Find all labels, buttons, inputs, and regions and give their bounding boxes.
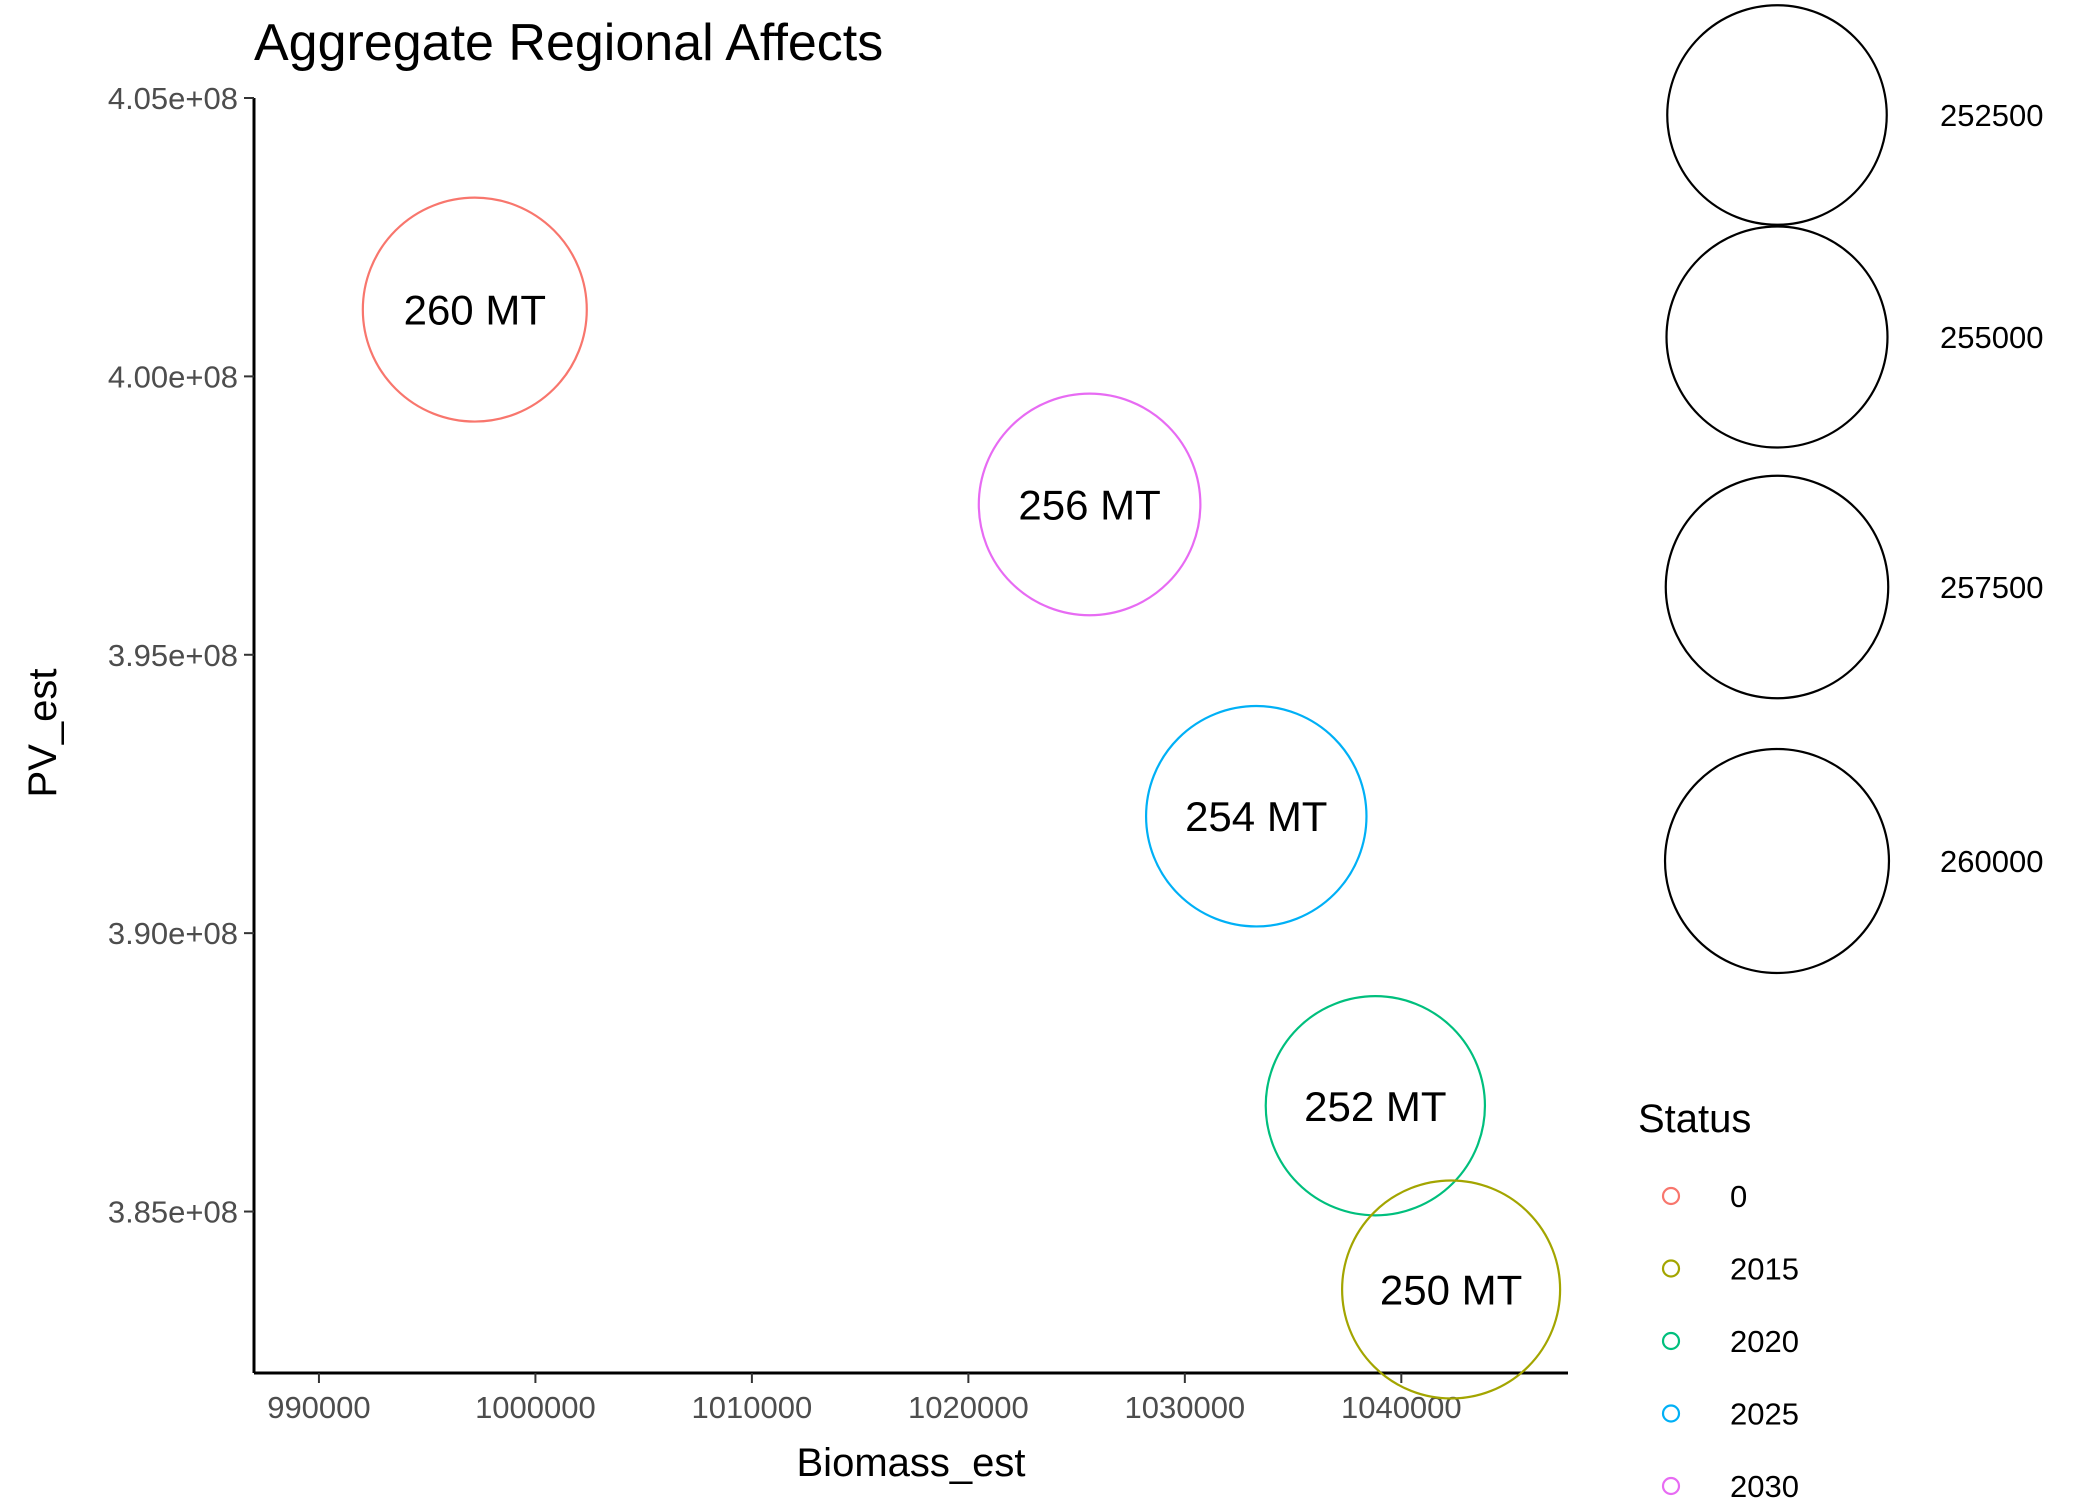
y-tick-label: 4.00e+08: [108, 359, 238, 394]
bubble-2015: [1341, 1179, 1562, 1400]
legend: Status 252500 255000 257500 260000 0 2015 2020…: [1638, 4, 2043, 1500]
bubble-label-2020: 252 MT: [1304, 1083, 1446, 1130]
bubble-2020: [1264, 995, 1487, 1217]
status-legend-key: [1661, 1331, 1681, 1351]
size-legend-key: [1666, 4, 1888, 226]
status-legend-label: 2020: [1730, 1324, 1799, 1359]
size-legend-label: 260000: [1940, 844, 2043, 879]
size-legend-key: [1664, 474, 1890, 700]
bubble-2030: [977, 392, 1202, 617]
y-axis-title: PV_est: [21, 669, 65, 798]
status-legend-title: Status: [1638, 1097, 1751, 1141]
y-tick-label: 3.95e+08: [108, 638, 238, 673]
y-tick-label: 3.85e+08: [108, 1195, 238, 1230]
size-legend-key: [1665, 225, 1889, 449]
x-axis-title: Biomass_est: [797, 1441, 1026, 1485]
y-tick-label: 3.90e+08: [108, 916, 238, 951]
status-legend-key: [1661, 1186, 1681, 1206]
status-legend-label: 0: [1730, 1179, 1747, 1214]
bubble-2025: [1144, 704, 1368, 928]
x-tick-label: 1030000: [1124, 1390, 1245, 1425]
status-legend-label: 2030: [1730, 1469, 1799, 1500]
status-legend-key: [1661, 1476, 1681, 1496]
size-legend-label: 257500: [1940, 570, 2043, 605]
status-legend-key: [1661, 1259, 1681, 1278]
x-tick-label: 1020000: [908, 1390, 1029, 1425]
status-legend-label: 2015: [1730, 1252, 1799, 1287]
y-tick-label: 4.05e+08: [108, 81, 238, 116]
bubble-label-0: 260 MT: [404, 287, 546, 334]
size-legend-label: 252500: [1940, 98, 2043, 133]
status-legend-key: [1661, 1404, 1681, 1423]
size-legend-key: [1663, 747, 1891, 975]
status-legend-label: 2025: [1730, 1397, 1799, 1432]
size-legend-label: 255000: [1940, 320, 2043, 355]
x-tick-label: 990000: [267, 1390, 370, 1425]
x-tick-label: 1040000: [1341, 1390, 1462, 1425]
bubble-0: [361, 196, 588, 423]
x-tick-label: 1000000: [475, 1390, 596, 1425]
bubble-label-2015: 250 MT: [1380, 1266, 1522, 1313]
bubble-label-2025: 254 MT: [1185, 793, 1327, 840]
bubble-label-2030: 256 MT: [1018, 481, 1160, 528]
x-tick-label: 1010000: [692, 1390, 813, 1425]
chart-title: Aggregate Regional Affects: [254, 14, 883, 72]
plot-panel: 990000 1000000 1010000 1020000 1030000 104000…: [108, 81, 1568, 1425]
